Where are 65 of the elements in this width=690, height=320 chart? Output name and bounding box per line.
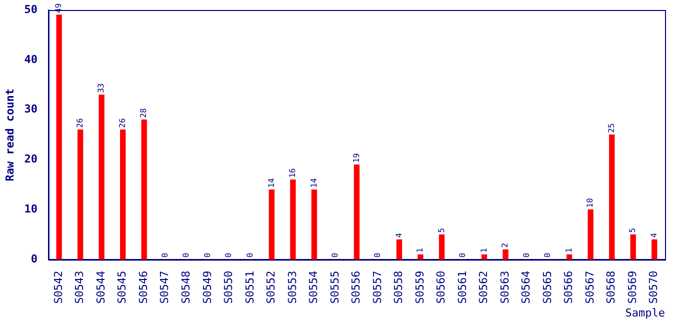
data-label: 4 [394, 232, 404, 238]
y-tick-label: 30 [24, 102, 38, 116]
x-tick-label: S0567 [583, 270, 596, 304]
x-tick-label: S0560 [434, 270, 448, 304]
x-tick-label: S0565 [540, 270, 554, 304]
data-label: 5 [628, 228, 638, 233]
x-tick-label: S0549 [200, 270, 214, 304]
x-tick-label: S0564 [520, 270, 533, 304]
data-label: 0 [330, 252, 340, 258]
data-label: 4 [649, 232, 658, 238]
data-label: 0 [522, 252, 531, 258]
data-label: 0 [202, 252, 212, 258]
x-tick-label: S0543 [73, 270, 86, 304]
x-tick-label: S0562 [477, 270, 490, 304]
data-label: 26 [75, 118, 84, 128]
x-tick-label: S0548 [180, 270, 192, 304]
x-tick-label: S0566 [562, 270, 576, 304]
x-tick-label: S0570 [647, 270, 660, 304]
x-tick-label: S0558 [392, 270, 406, 304]
x-tick-label: S0556 [350, 270, 363, 304]
x-tick-label: S0550 [222, 270, 236, 304]
data-label: 33 [96, 83, 106, 93]
data-label: 0 [246, 252, 254, 258]
data-label: 0 [543, 252, 552, 258]
x-tick-label: S0569 [626, 270, 639, 304]
data-label: 0 [182, 252, 191, 258]
data-label: 19 [352, 152, 361, 163]
data-label: 1 [564, 248, 574, 253]
y-tick-label: 10 [24, 202, 38, 216]
data-label: 1 [416, 248, 425, 253]
x-tick-label: S0546 [136, 270, 150, 304]
x-tick-label: S0559 [413, 270, 426, 304]
data-label: 1 [479, 248, 488, 253]
data-label: 14 [266, 178, 276, 188]
x-tick-label: S0563 [498, 270, 512, 304]
x-tick-label: S0545 [116, 270, 129, 304]
data-label: 14 [309, 178, 318, 188]
data-label: 5 [436, 228, 446, 233]
y-tick-label: 40 [24, 52, 38, 66]
data-label: 26 [118, 118, 127, 128]
data-label: 25 [606, 123, 616, 133]
x-tick-label: S0544 [94, 270, 108, 304]
data-label: 0 [224, 252, 234, 258]
data-label: 0 [373, 252, 382, 258]
x-tick-label: S0542 [52, 270, 65, 304]
x-tick-label: S0547 [158, 270, 172, 304]
x-tick-label: S0552 [264, 270, 278, 304]
y-tick-label: 50 [24, 2, 38, 16]
data-label: 10 [586, 198, 595, 208]
y-tick-label: 20 [24, 152, 38, 166]
data-label: 16 [288, 168, 298, 178]
x-tick-label: S0555 [328, 270, 342, 304]
x-axis-title: Sample [625, 306, 665, 320]
data-label: 2 [500, 242, 510, 248]
y-axis-title: Raw read count [3, 88, 16, 182]
x-tick-label: S0551 [243, 270, 256, 304]
y-tick-label: 0 [30, 252, 38, 266]
x-tick-label: S0568 [604, 270, 618, 304]
x-tick-label: S0557 [370, 270, 384, 304]
data-label: 28 [139, 108, 148, 118]
x-tick-label: S0553 [286, 270, 299, 304]
data-label: 0 [160, 252, 170, 258]
x-tick-label: S0561 [456, 270, 469, 304]
x-tick-label: S0554 [307, 270, 320, 304]
data-label: 0 [458, 252, 468, 258]
